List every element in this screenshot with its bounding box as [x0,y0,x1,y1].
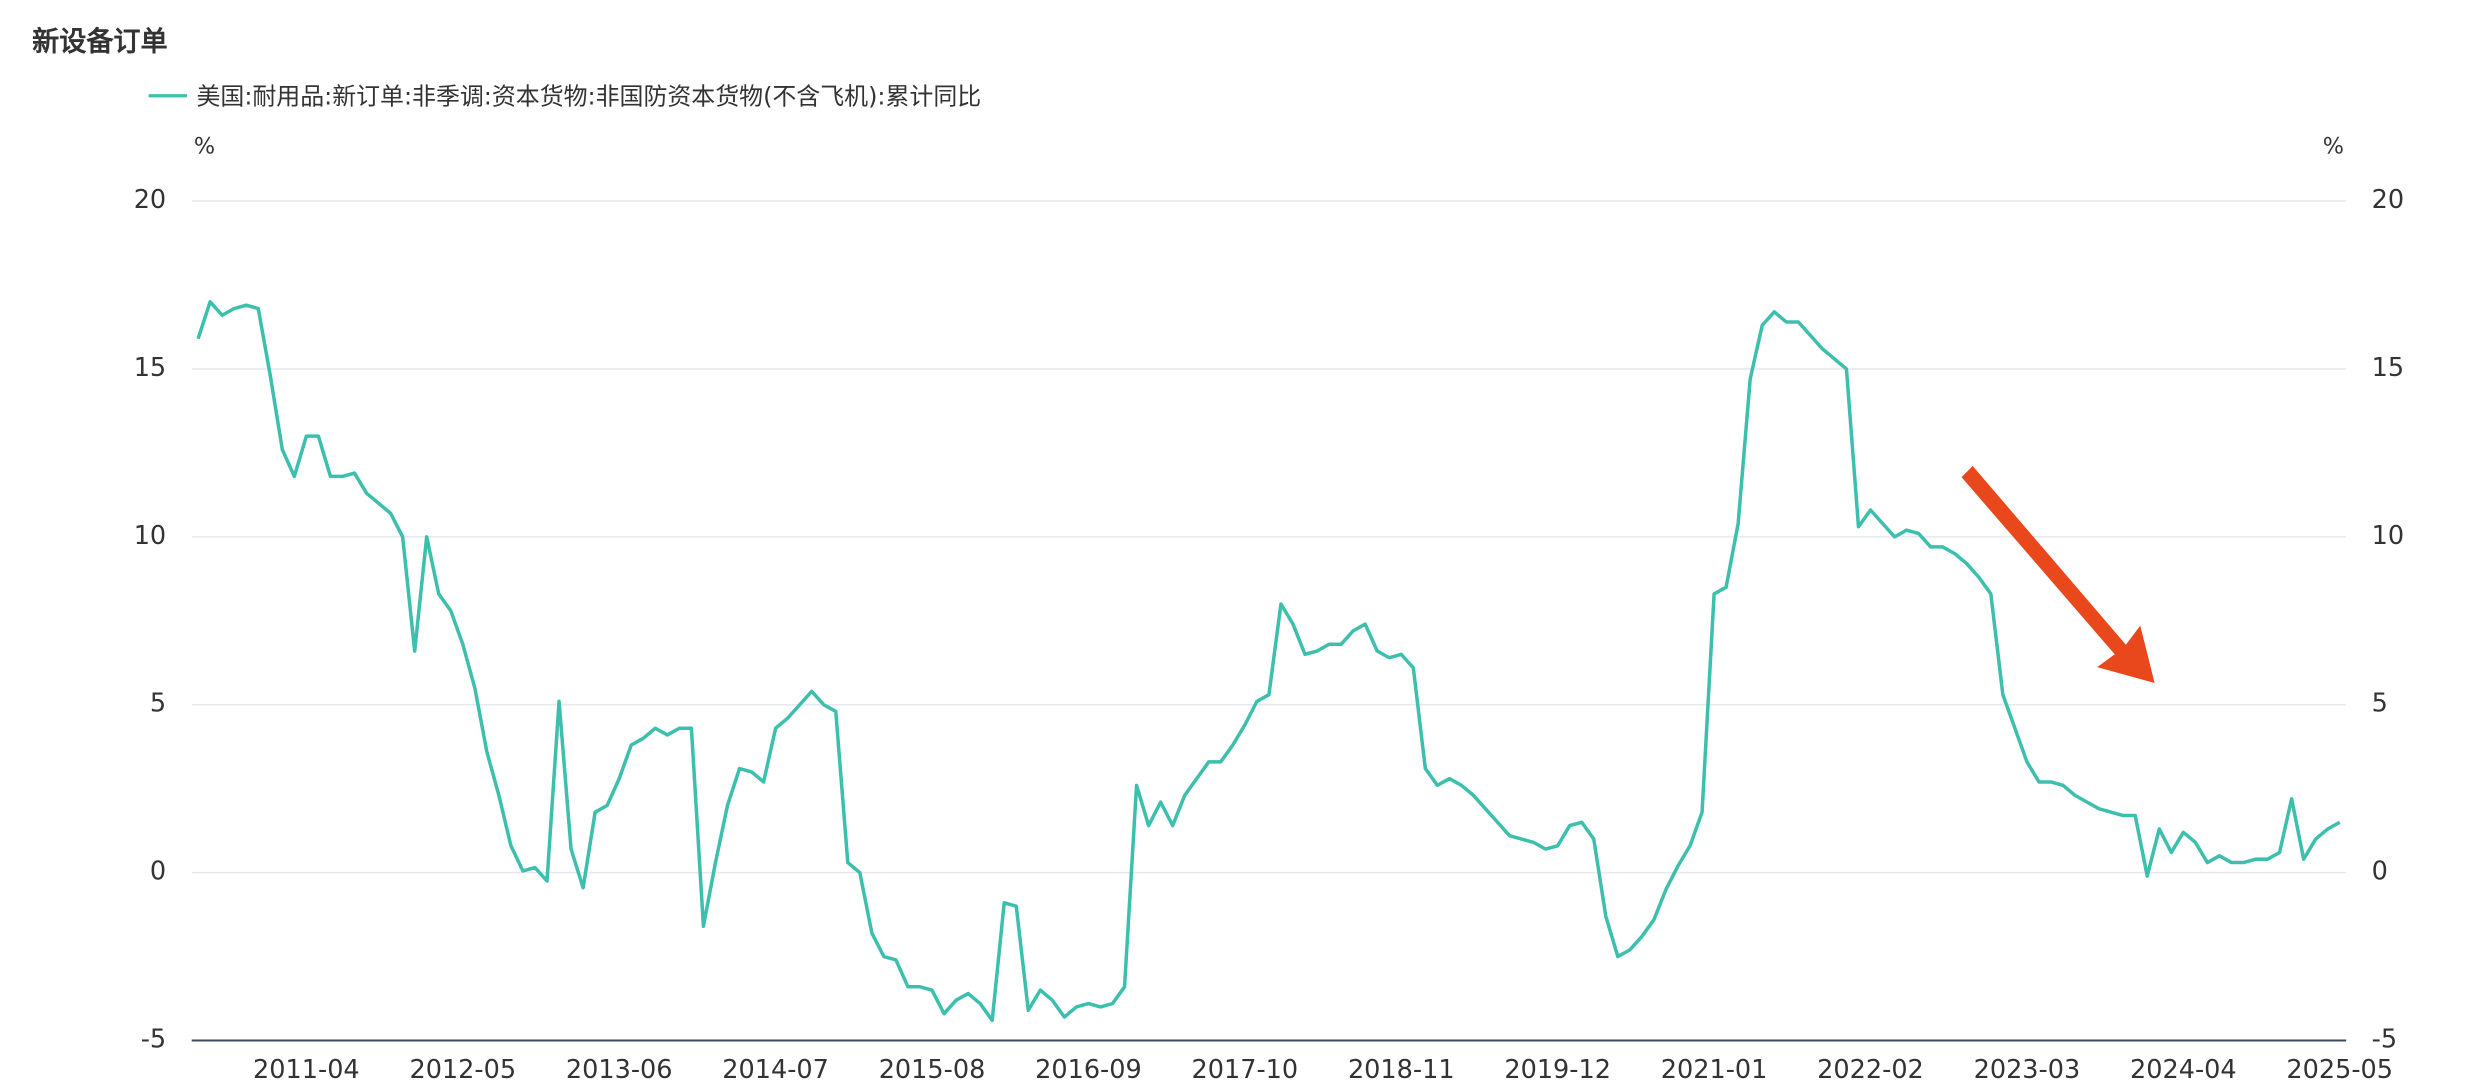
x-tick-label: 2011-04 [253,1055,360,1082]
y-tick-label: 15 [134,353,166,383]
y2-tick-label: 20 [2372,185,2404,215]
x-tick-label: 2017-10 [1192,1055,1299,1082]
y-tick-label: 10 [134,521,166,551]
y2-tick-label: 10 [2372,521,2404,551]
y2-unit: % [2323,133,2344,159]
y2-tick-label: 5 [2372,689,2388,719]
x-tick-label: 2019-12 [1504,1055,1611,1082]
x-tick-label: 2012-05 [409,1055,516,1082]
x-tick-label: 2013-06 [566,1055,673,1082]
legend-label: 美国:耐用品:新订单:非季调:资本货物:非国防资本货物(不含飞机):累计同比 [196,82,981,110]
x-tick-label: 2023-03 [1974,1055,2081,1082]
series-line [196,300,2341,1023]
x-tick-label: 2014-07 [722,1055,829,1082]
y2-tick-label: -5 [2372,1025,2397,1055]
chart-title: 新设备订单 [32,26,168,58]
x-tick-label: 2018-11 [1348,1055,1455,1082]
y-tick-label: -5 [141,1025,166,1055]
y2-tick-label: 15 [2372,353,2404,383]
y2-tick-label: 0 [2372,857,2388,887]
x-tick-label: 2024-04 [2130,1055,2237,1082]
annotation-arrow [1961,465,2155,684]
y-tick-label: 5 [150,689,166,719]
y-unit: % [194,133,215,159]
x-tick-label: 2016-09 [1035,1055,1142,1082]
x-tick-label: 2021-01 [1661,1055,1768,1082]
y-tick-label: 0 [150,857,166,887]
x-tick-label: 2022-02 [1817,1055,1924,1082]
x-tick-label: 2025-05 [2286,1055,2393,1082]
x-tick-label: 2015-08 [879,1055,986,1082]
y-tick-label: 20 [134,185,166,215]
